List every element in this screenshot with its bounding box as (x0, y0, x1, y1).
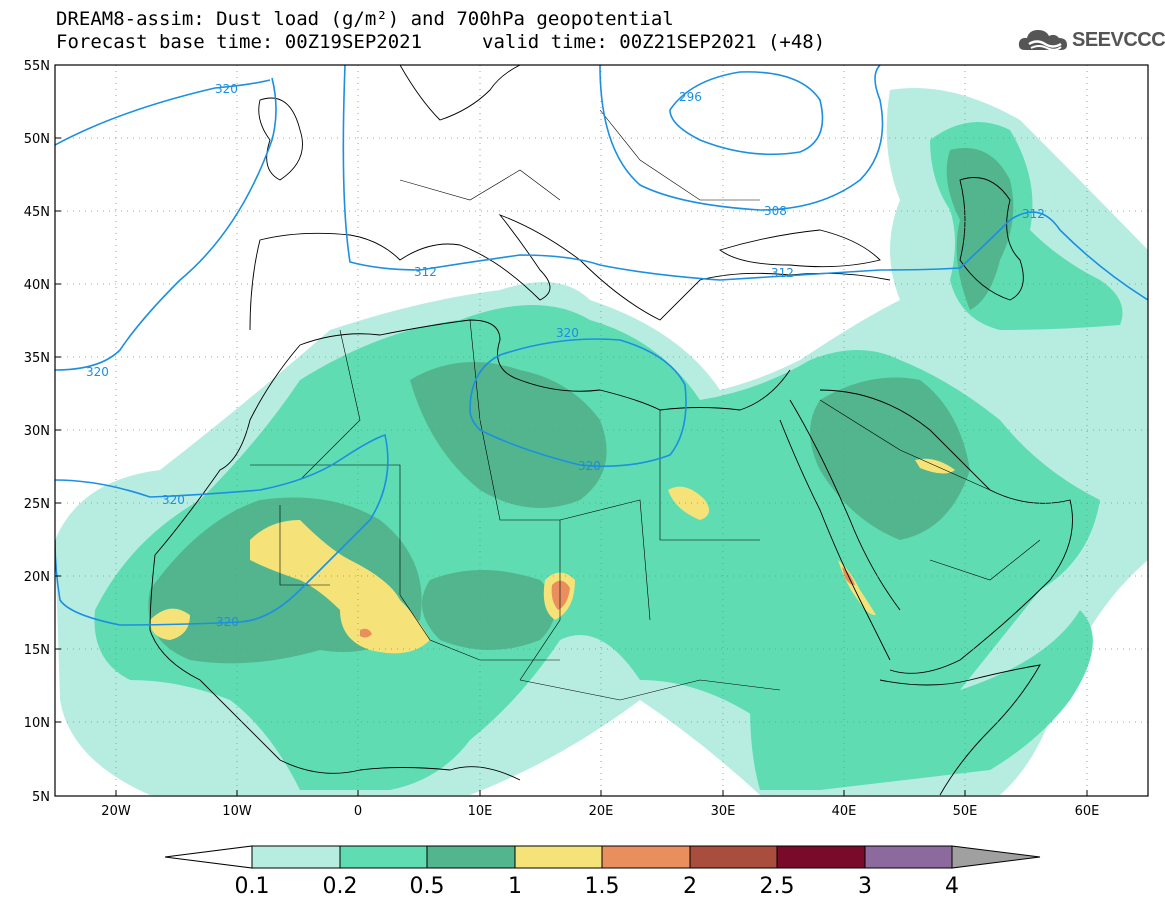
contour-296 (669, 71, 824, 156)
lat-label-30n: 30N (24, 424, 50, 439)
forecast-base-time: Forecast base time: 00Z19SEP2021 (56, 31, 423, 53)
contour-label-296: 296 (679, 90, 702, 104)
coastline-uk (258, 97, 303, 181)
lon-label-50e: 50E (953, 804, 978, 819)
lon-label-40e: 40E (832, 804, 857, 819)
contour-label-320-sahel: 320 (216, 615, 239, 629)
colorbar-over-triangle (951, 845, 1041, 869)
lat-label-25n: 25N (24, 497, 50, 512)
contour-label-320-nw: 320 (215, 82, 238, 96)
colorbar-label-2-5: 2.5 (760, 874, 795, 899)
colorbar-swatch-5 (601, 845, 691, 869)
border-lines (250, 109, 1041, 701)
latitude-labels: 55N 50N 45N 40N 35N 30N 25N 20N 15N 10N … (24, 59, 50, 805)
coastline-europe (249, 214, 891, 331)
seevccc-logo: SEEVCCC (1017, 25, 1165, 55)
lat-label-40n: 40N (24, 278, 50, 293)
lat-label-45n: 45N (24, 205, 50, 220)
contour-label-308: 308 (764, 204, 787, 218)
lat-label-10n: 10N (24, 716, 50, 731)
dust-field-dark-sahel (422, 570, 555, 650)
colorbar-label-1: 1 (508, 874, 522, 899)
contour-312 (342, 65, 1148, 301)
cloud-logo-icon (1018, 30, 1067, 51)
contour-label-312-east: 312 (771, 266, 794, 280)
coastline-arabia (819, 389, 1073, 674)
coastline-west-africa (149, 344, 521, 781)
colorbar-swatch-7 (776, 845, 866, 869)
colorbar-label-3: 3 (858, 874, 872, 899)
tick-marks (55, 64, 1088, 797)
coastline-north-africa (299, 319, 791, 411)
dust-fields (55, 65, 1148, 796)
colorbar-labels: 0.1 0.2 0.5 1 1.5 2 2.5 3 4 (235, 874, 960, 899)
lat-label-55n: 55N (24, 59, 50, 74)
colorbar-label-0-5: 0.5 (410, 874, 445, 899)
coastline-red-sea (779, 399, 901, 661)
dust-field-east-africa (750, 577, 887, 790)
coastline-caspian (959, 177, 1024, 301)
colorbar-label-1-5: 1.5 (585, 874, 620, 899)
colorbar-swatch-6 (689, 845, 778, 869)
contour-320-west (55, 433, 389, 626)
lat-label-15n: 15N (24, 643, 50, 658)
colorbar-label-0-2: 0.2 (323, 874, 358, 899)
contour-320-libya (469, 338, 687, 468)
dust-field-dark-caspian (946, 148, 1014, 310)
colorbar-swatch-2 (339, 845, 428, 869)
lon-label-10w: 10W (222, 804, 252, 819)
valid-time: valid time: 00Z21SEP2021 (+48) (482, 31, 826, 53)
contour-label-320-libya-north: 320 (556, 326, 579, 340)
grid-lines (55, 65, 1148, 796)
colorbar-label-4: 4 (945, 874, 959, 899)
lat-label-20n: 20N (24, 570, 50, 585)
colorbar-swatch-4 (514, 845, 603, 869)
colorbar-swatch-8 (864, 845, 953, 869)
coastline-black-sea (719, 229, 881, 268)
lat-label-5n: 5N (32, 790, 50, 805)
dust-field-dark-arabia (810, 377, 970, 540)
geopotential-contours (55, 65, 1148, 626)
dust-field-yellow-west (250, 520, 430, 654)
contour-label-312-west: 312 (414, 265, 437, 279)
chart-title: DREAM8-assim: Dust load (g/m²) and 700hP… (56, 8, 674, 30)
contour-320-northwest (55, 77, 277, 371)
dust-field-orange-chad (551, 580, 570, 610)
coastline-scandinavia (399, 65, 521, 121)
lon-label-20w: 20W (101, 804, 131, 819)
contour-label-320-west: 320 (86, 365, 109, 379)
contour-308 (599, 65, 884, 211)
logo-text: SEEVCCC (1072, 28, 1165, 51)
colorbar-swatch-1 (251, 845, 341, 869)
contour-labels: 320 296 308 312 312 312 320 320 320 320 … (86, 82, 1045, 629)
lon-label-0: 0 (354, 804, 362, 819)
lat-label-35n: 35N (24, 351, 50, 366)
lat-label-50n: 50N (24, 132, 50, 147)
contour-label-320-libya-south: 320 (578, 459, 601, 473)
lon-label-20e: 20E (589, 804, 614, 819)
lon-label-30e: 30E (711, 804, 736, 819)
dust-field-yellow-egypt (668, 486, 709, 520)
contour-label-320-sahara: 320 (162, 493, 185, 507)
coastline-horn-africa (879, 664, 1041, 796)
lon-label-10e: 10E (468, 804, 493, 819)
colorbar-under-triangle (164, 845, 253, 869)
colorbar-swatch-3 (426, 845, 516, 869)
colorbar-label-2: 2 (683, 874, 697, 899)
longitude-labels: 20W 10W 0 10E 20E 30E 40E 50E 60E (101, 804, 1099, 819)
coastlines (149, 65, 1073, 796)
dust-field-dark-central (410, 362, 607, 508)
lon-label-60e: 60E (1075, 804, 1100, 819)
colorbar (164, 845, 1041, 869)
contour-label-312-caspian: 312 (1022, 207, 1045, 221)
dust-field-orange-niger (360, 628, 372, 638)
colorbar-label-0-1: 0.1 (235, 874, 270, 899)
